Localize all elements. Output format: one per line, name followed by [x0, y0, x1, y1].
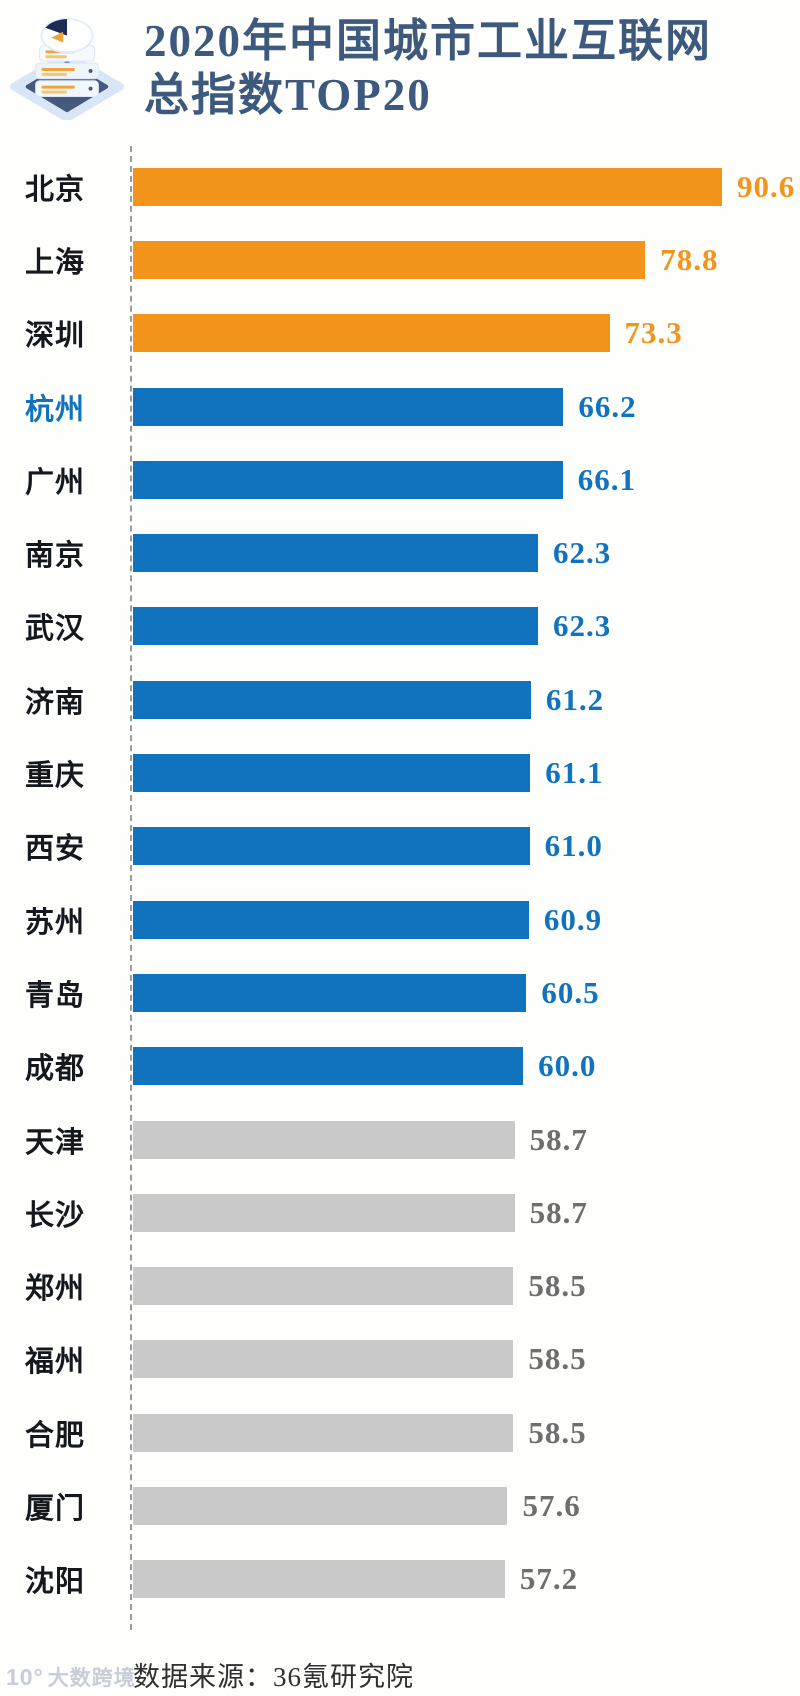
- chart-row: 西安 61.0: [0, 810, 800, 883]
- value-label: 61.1: [545, 755, 604, 791]
- bar: [133, 1413, 514, 1452]
- city-label: 上海: [25, 246, 86, 279]
- page-title: 2020年中国城市工业互联网 总指数TOP20: [144, 14, 712, 122]
- value-label: 73.3: [624, 315, 683, 351]
- value-label: 90.6: [737, 168, 796, 204]
- bar: [133, 314, 610, 353]
- value-label: 62.3: [553, 535, 612, 571]
- city-label: 郑州: [25, 1273, 86, 1306]
- chart-row: 杭州 66.2: [0, 370, 800, 443]
- watermark-text: 大数跨境: [47, 1667, 136, 1690]
- bar: [133, 1560, 505, 1599]
- city-label: 济南: [25, 686, 86, 719]
- city-label: 沈阳: [25, 1566, 86, 1599]
- bar: [133, 900, 529, 939]
- value-label: 58.7: [529, 1194, 588, 1230]
- chart-row: 青岛 60.5: [0, 956, 800, 1029]
- data-source-label: 数据来源：36氪研究院: [133, 1662, 414, 1692]
- chart-row: 武汉 62.3: [0, 590, 800, 663]
- city-label: 武汉: [25, 613, 86, 646]
- bar: [133, 1267, 514, 1306]
- city-label: 苏州: [25, 906, 86, 939]
- city-label: 天津: [25, 1126, 86, 1159]
- bar: [133, 680, 531, 719]
- footer: 10° 大数跨境 数据来源：36氪研究院: [0, 1660, 800, 1694]
- value-label: 58.5: [528, 1268, 587, 1304]
- bar: [133, 240, 646, 279]
- chart-row: 深圳 73.3: [0, 297, 800, 370]
- bar: [133, 973, 527, 1012]
- chart-row: 厦门 57.6: [0, 1469, 800, 1542]
- value-label: 57.6: [522, 1487, 581, 1523]
- bar: [133, 1120, 515, 1159]
- bar: [133, 827, 530, 866]
- chart-row: 福州 58.5: [0, 1323, 800, 1396]
- chart-row: 长沙 58.7: [0, 1176, 800, 1249]
- bar: [133, 1047, 524, 1086]
- chart-row: 北京 90.6: [0, 150, 800, 223]
- title-line-1: 2020年中国城市工业互联网: [144, 16, 713, 66]
- city-label: 厦门: [25, 1492, 86, 1525]
- title-line-2: 总指数TOP20: [144, 70, 432, 120]
- chart-rows: 北京 90.6 上海 78.8 深圳 73.3 杭州 66.2 广州 66.1 …: [0, 150, 800, 1616]
- city-label: 福州: [25, 1346, 86, 1379]
- value-label: 58.5: [528, 1414, 587, 1450]
- value-label: 60.0: [538, 1048, 597, 1084]
- chart-row: 合肥 58.5: [0, 1396, 800, 1469]
- chart-row: 上海 78.8: [0, 223, 800, 296]
- chart-row: 济南 61.2: [0, 663, 800, 736]
- bar: [133, 1486, 508, 1525]
- city-label: 深圳: [25, 320, 86, 353]
- value-label: 66.2: [578, 388, 637, 424]
- bar: [133, 460, 563, 499]
- watermark-logo-icon: 10°: [6, 1663, 44, 1690]
- city-label: 西安: [25, 833, 86, 866]
- city-label: 广州: [25, 466, 86, 499]
- bar-chart: 北京 90.6 上海 78.8 深圳 73.3 杭州 66.2 广州 66.1 …: [0, 146, 800, 1630]
- bar: [133, 754, 531, 793]
- watermark: 10° 大数跨境: [6, 1662, 136, 1692]
- layered-data-stack-icon: [10, 17, 124, 120]
- header: 2020年中国城市工业互联网 总指数TOP20: [0, 0, 800, 136]
- city-label: 北京: [25, 173, 86, 206]
- city-label: 成都: [25, 1053, 86, 1086]
- city-label: 重庆: [25, 760, 86, 793]
- value-label: 57.2: [519, 1561, 579, 1597]
- value-label: 62.3: [553, 608, 612, 644]
- city-label: 长沙: [25, 1199, 86, 1232]
- value-label: 58.7: [529, 1121, 588, 1157]
- chart-row: 天津 58.7: [0, 1103, 800, 1176]
- bar: [133, 534, 539, 573]
- axis-baseline: [130, 146, 132, 1630]
- value-label: 60.5: [541, 974, 600, 1010]
- value-label: 61.2: [545, 681, 605, 717]
- chart-row: 南京 62.3: [0, 516, 800, 589]
- chart-row: 沈阳 57.2: [0, 1543, 800, 1616]
- bar: [133, 1340, 514, 1379]
- chart-row: 郑州 58.5: [0, 1249, 800, 1322]
- chart-row: 重庆 61.1: [0, 736, 800, 809]
- value-label: 78.8: [660, 241, 719, 277]
- value-label: 66.1: [577, 461, 636, 497]
- city-label: 南京: [25, 540, 86, 573]
- chart-row: 成都 60.0: [0, 1030, 800, 1103]
- value-label: 60.9: [543, 901, 603, 937]
- bar: [133, 167, 722, 206]
- value-label: 61.0: [544, 828, 603, 864]
- city-label: 青岛: [25, 979, 86, 1012]
- bar: [133, 607, 539, 646]
- bar: [133, 1193, 515, 1232]
- value-label: 58.5: [528, 1341, 587, 1377]
- chart-row: 苏州 60.9: [0, 883, 800, 956]
- chart-row: 广州 66.1: [0, 443, 800, 516]
- bar: [133, 387, 564, 426]
- city-label: 合肥: [25, 1419, 86, 1452]
- city-label: 杭州: [25, 393, 86, 426]
